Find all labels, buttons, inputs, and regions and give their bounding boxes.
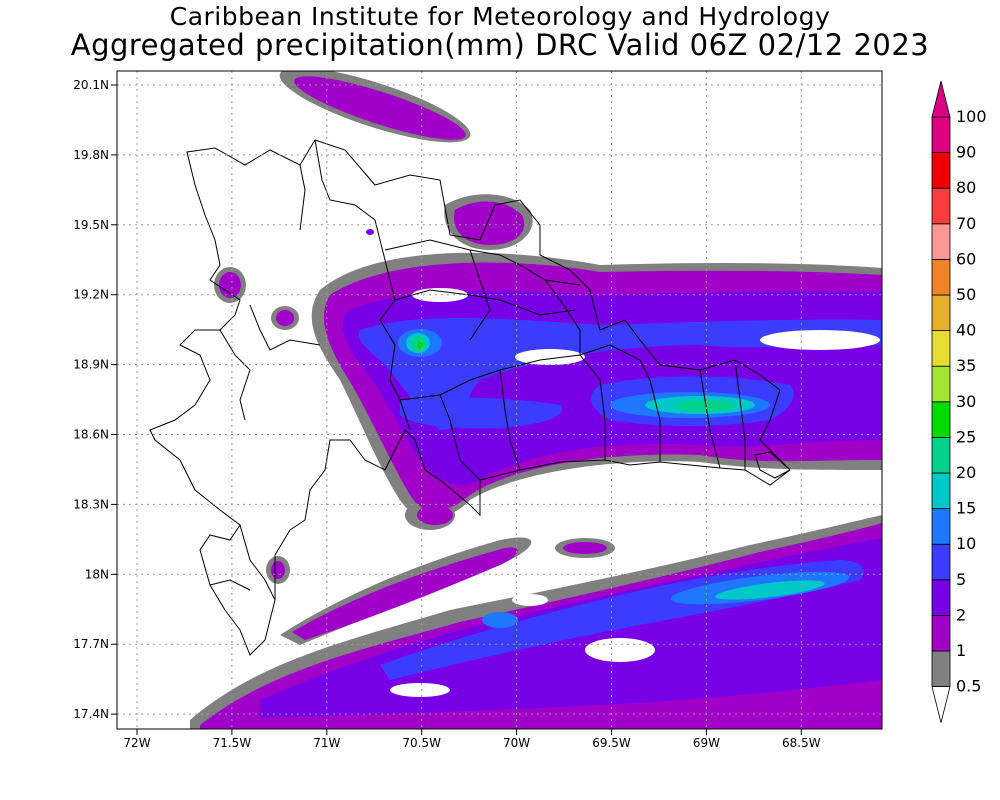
colorbar-swatch <box>931 472 951 509</box>
colorbar-swatch <box>931 258 951 296</box>
colorbar-swatch <box>931 294 951 331</box>
colorbar-level-label: 1 <box>956 641 966 660</box>
colorbar-level-label: 90 <box>956 143 976 162</box>
haiti-internal-borders <box>209 164 321 601</box>
lon-tick-label: 72W <box>123 736 150 750</box>
colorbar-level-label: 80 <box>956 178 976 197</box>
colorbar-level-label: 35 <box>956 356 976 375</box>
lat-tick-label: 19.8N <box>73 148 109 162</box>
colorbar-swatch <box>931 579 951 616</box>
colorbar-level-label: 60 <box>956 249 976 268</box>
colorbar-swatch <box>931 508 951 545</box>
lat-tick-label: 18.9N <box>73 358 109 372</box>
haiti-dr-border <box>314 139 411 431</box>
colorbar-swatch <box>931 436 951 474</box>
colorbar-swatch <box>931 365 951 403</box>
colorbar-level-label: 2 <box>956 605 966 624</box>
colorbar-swatch <box>931 116 951 153</box>
lon-tick-label: 71.5W <box>213 736 252 750</box>
lat-tick-label: 18.6N <box>73 428 109 442</box>
colorbar-swatch <box>931 330 951 367</box>
hispaniola-coastline <box>149 139 791 656</box>
saona-island <box>754 451 791 479</box>
lon-tick-label: 69.5W <box>592 736 631 750</box>
longitude-axis: 72W 71.5W 71W 70.5W 70W 69.5W 69W 68.5W <box>123 729 821 750</box>
colorbar-level-label: 20 <box>956 463 976 482</box>
lat-tick-label: 17.7N <box>73 637 109 651</box>
lon-tick-label: 69W <box>693 736 720 750</box>
colorbar-level-label: 0.5 <box>956 677 981 696</box>
lat-tick-label: 17.4N <box>73 707 109 721</box>
colorbar-swatch <box>931 187 951 225</box>
map-frame <box>116 70 883 730</box>
dry-areas <box>390 288 880 697</box>
precipitation-shading <box>190 71 882 729</box>
lat-tick-label: 20.1N <box>73 78 109 92</box>
lat-tick-label: 18N <box>85 567 109 581</box>
lat-lon-grid <box>117 71 882 729</box>
map-plot-area <box>116 70 883 730</box>
lon-tick-label: 71W <box>313 736 340 750</box>
lat-tick-label: 19.2N <box>73 288 109 302</box>
province-borders <box>384 239 746 481</box>
lon-tick-label: 70.5W <box>402 736 441 750</box>
colorbar-min-arrow <box>931 686 951 723</box>
colorbar-level-label: 100 <box>956 107 987 126</box>
colorbar-swatch <box>931 615 951 652</box>
colorbar-level-label: 50 <box>956 285 976 304</box>
colorbar-level-label: 25 <box>956 427 976 446</box>
latitude-axis: 20.1N 19.8N 19.5N 19.2N 18.9N 18.6N 18.3N 18N 17… <box>73 78 117 721</box>
colorbar-swatch <box>931 543 951 581</box>
chart-title-product: Aggregated precipitation(mm) DRC Valid 0… <box>70 28 930 62</box>
lat-tick-label: 19.5N <box>73 218 109 232</box>
colorbar-level-label: 70 <box>956 214 976 233</box>
colorbar-swatch <box>931 401 951 438</box>
colorbar-level-label: 5 <box>956 570 966 589</box>
colorbar-swatch <box>931 650 951 687</box>
lat-tick-label: 18.3N <box>73 497 109 511</box>
colorbar-swatch <box>931 223 951 260</box>
colorbar-level-label: 10 <box>956 534 976 553</box>
colorbar-level-label: 40 <box>956 321 976 340</box>
coastline-borders <box>149 139 791 656</box>
lon-tick-label: 68.5W <box>782 736 821 750</box>
colorbar-level-label: 30 <box>956 392 976 411</box>
lon-tick-label: 70W <box>503 736 530 750</box>
chart-title-institute: Caribbean Institute for Meteorology and … <box>169 2 831 31</box>
colorbar-max-arrow <box>931 80 951 118</box>
colorbar-swatch <box>931 152 951 189</box>
colorbar-level-label: 15 <box>956 499 976 518</box>
